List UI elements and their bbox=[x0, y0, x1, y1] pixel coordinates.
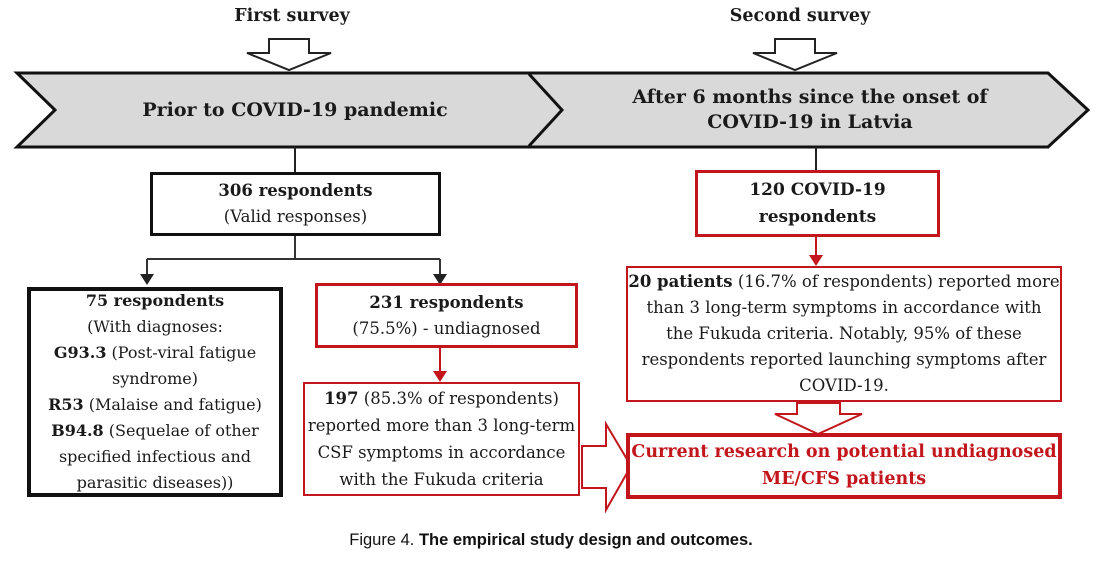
box-197-line4: with the Fukuda criteria bbox=[339, 470, 544, 489]
banner-right-line2: COVID-19 in Latvia bbox=[707, 111, 913, 133]
box-current-line2: ME/CFS patients bbox=[761, 469, 927, 489]
box-75-line4: syndrome) bbox=[112, 369, 198, 388]
box-75-line2: (With diagnoses: bbox=[87, 317, 223, 336]
box-231-line2: (75.5%) - undiagnosed bbox=[352, 318, 541, 338]
box-75-line8: parasitic diseases)) bbox=[76, 473, 234, 492]
box-20-line2: than 3 long-term symptoms in accordance … bbox=[646, 298, 1042, 317]
down-arrow-20-to-current-icon bbox=[774, 402, 863, 436]
box-306-line2: (Valid responses) bbox=[223, 207, 368, 226]
box-current-research: Current research on potential undiagnose… bbox=[626, 433, 1062, 499]
box-197-fukuda: 197 (85.3% of respondents) reported more… bbox=[303, 382, 580, 496]
box-20-line1: 20 patients (16.7% of respondents) repor… bbox=[628, 272, 1060, 291]
box-197-line3: CSF symptoms in accordance bbox=[317, 443, 566, 462]
box-120-line2: respondents bbox=[758, 206, 877, 227]
banner-right-line1: After 6 months since the onset of bbox=[632, 86, 988, 108]
figure-caption: Figure 4. The empirical study design and… bbox=[0, 531, 1102, 550]
box-current-line1: Current research on potential undiagnose… bbox=[631, 442, 1057, 462]
box-231-line1: 231 respondents bbox=[369, 292, 524, 312]
box-75-line1: 75 respondents bbox=[85, 291, 225, 310]
timeline-chevron-divider-icon bbox=[527, 72, 565, 148]
timeline-ribbon bbox=[13, 71, 1091, 149]
right-arrow-197-to-current-icon bbox=[581, 420, 633, 514]
second-survey-down-arrow-icon bbox=[752, 38, 838, 72]
arrowhead-to-197-icon bbox=[433, 371, 447, 382]
banner-right-label: After 6 months since the onset of COVID-… bbox=[585, 75, 1035, 145]
box-120-line1: 120 COVID-19 bbox=[749, 179, 886, 200]
banner-left-text: Prior to COVID-19 pandemic bbox=[142, 98, 448, 121]
box-306-line1: 306 respondents bbox=[218, 181, 373, 200]
arrowhead-to-20-icon bbox=[809, 255, 823, 266]
banner-left-label: Prior to COVID-19 pandemic bbox=[70, 75, 520, 145]
box-120-covid-respondents: 120 COVID-19 respondents bbox=[695, 170, 940, 237]
box-306-respondents: 306 respondents (Valid responses) bbox=[150, 172, 441, 236]
arrowhead-to-75-icon bbox=[140, 274, 154, 285]
box-75-line5: R53 (Malaise and fatigue) bbox=[48, 395, 262, 414]
second-survey-label: Second survey bbox=[729, 6, 871, 26]
first-survey-label: First survey bbox=[234, 6, 350, 26]
figure-caption-text: The empirical study design and outcomes. bbox=[418, 531, 753, 549]
box-20-patients: 20 patients (16.7% of respondents) repor… bbox=[626, 266, 1062, 402]
box-75-line3: G93.3 (Post-viral fatigue bbox=[53, 343, 257, 362]
box-75-respondents: 75 respondents (With diagnoses: G93.3 (P… bbox=[27, 287, 283, 497]
box-75-line7: specified infectious and bbox=[58, 447, 252, 466]
box-197-line2: reported more than 3 long-term bbox=[307, 416, 576, 435]
box-197-line1: 197 (85.3% of respondents) bbox=[324, 389, 559, 408]
box-20-line4: respondents reported launching symptoms … bbox=[641, 350, 1047, 369]
box-231-respondents: 231 respondents (75.5%) - undiagnosed bbox=[315, 283, 578, 348]
box-20-line5: COVID-19. bbox=[799, 376, 889, 395]
first-survey-down-arrow-icon bbox=[246, 38, 332, 72]
branch-connector-306 bbox=[146, 236, 441, 276]
box-75-line6: B94.8 (Sequelae of other bbox=[51, 421, 259, 440]
arrowhead-to-231-icon bbox=[433, 274, 447, 285]
figure-caption-number: Figure 4. bbox=[349, 531, 419, 549]
box-20-line3: the Fukuda criteria. Notably, 95% of the… bbox=[666, 324, 1022, 343]
